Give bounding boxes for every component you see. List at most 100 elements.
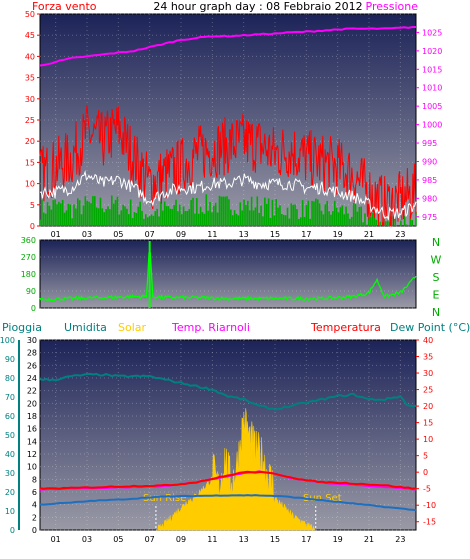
left-tick-label: 0 (30, 222, 35, 231)
x-tick-label: 21 (364, 535, 374, 544)
rain-tick-label: 30 (5, 469, 15, 478)
rain-tick-label: 70 (5, 393, 15, 402)
series-temperature (39, 470, 417, 490)
compass-label: E (433, 289, 440, 302)
x-tick-label: 23 (395, 230, 405, 239)
x-tick-label: 19 (333, 535, 343, 544)
dir-tick-label: 90 (26, 287, 36, 296)
rain-tick-label: 0 (10, 526, 15, 535)
panel-temperature (39, 339, 417, 531)
right-tick-label: 1010 (422, 84, 442, 93)
right-tick-label: 1005 (422, 102, 442, 111)
x-tick-label: 17 (301, 230, 311, 239)
label-temperature: Temperatura (310, 321, 381, 334)
temp-tick-label: 30 (423, 369, 433, 378)
humidity-tick-label: 24 (27, 374, 37, 383)
temp-tick-label: 35 (423, 353, 433, 362)
humidity-tick-label: 10 (27, 463, 37, 472)
dir-tick-label: 0 (31, 304, 36, 313)
annotation-sunset: Sun Set (303, 493, 342, 504)
series-dewpoint (39, 494, 417, 512)
x-tick-label: 01 (51, 230, 61, 239)
axes-layer: 0510152025303540455097598098599099510001… (0, 10, 442, 544)
left-tick-label: 10 (25, 180, 35, 189)
temp-tick-label: 40 (423, 336, 433, 345)
series-wind-direction (39, 252, 417, 303)
left-tick-label: 25 (25, 116, 35, 125)
left-tick-label: 30 (25, 95, 35, 104)
x-tick-label: 23 (395, 535, 405, 544)
temp-tick-label: 0 (423, 468, 428, 477)
left-tick-label: 35 (25, 74, 35, 83)
right-tick-label: 1000 (422, 121, 442, 130)
rain-tick-label: 80 (5, 374, 15, 383)
humidity-tick-label: 28 (27, 349, 37, 358)
x-tick-label: 17 (301, 535, 311, 544)
right-tick-label: 1025 (422, 28, 442, 37)
temp-tick-label: -15 (423, 518, 436, 527)
left-tick-label: 5 (30, 201, 35, 210)
x-tick-label: 19 (333, 230, 343, 239)
temp-tick-label: -10 (423, 501, 436, 510)
series-wind-gust (39, 105, 417, 227)
x-tick-label: 15 (270, 535, 280, 544)
temp-tick-label: 20 (423, 402, 433, 411)
x-tick-label: 21 (364, 230, 374, 239)
panel-wind (39, 13, 417, 227)
label-rain: Pioggia (2, 321, 42, 334)
temp-tick-label: 15 (423, 419, 433, 428)
x-tick-label: 03 (82, 230, 92, 239)
rain-tick-label: 50 (5, 431, 15, 440)
x-tick-label: 05 (113, 230, 123, 239)
rain-tick-label: 100 (0, 336, 15, 345)
humidity-tick-label: 8 (32, 475, 37, 484)
humidity-tick-label: 6 (32, 488, 37, 497)
left-tick-label: 50 (25, 10, 35, 19)
x-tick-label: 13 (239, 535, 249, 544)
compass-label: N (432, 236, 440, 249)
right-tick-label: 1015 (422, 65, 442, 74)
compass-label: W (431, 254, 442, 267)
x-tick-label: 07 (145, 535, 155, 544)
left-tick-label: 45 (25, 31, 35, 40)
right-tick-label: 980 (422, 194, 437, 203)
left-tick-label: 15 (25, 158, 35, 167)
label-dewpoint: Dew Point (°C) (390, 321, 470, 334)
x-tick-label: 11 (207, 230, 217, 239)
x-tick-label: 09 (176, 535, 186, 544)
right-tick-label: 975 (422, 213, 437, 222)
x-tick-label: 03 (82, 535, 92, 544)
temp-tick-label: -5 (423, 485, 431, 494)
x-tick-label: 07 (145, 230, 155, 239)
humidity-tick-label: 0 (32, 526, 37, 535)
label-solar: Solar (118, 321, 147, 334)
header-left-label: Forza vento (32, 0, 97, 13)
dir-tick-label: 270 (21, 253, 36, 262)
series-wind-average (39, 170, 417, 221)
series-layer (39, 26, 417, 531)
x-tick-label: 15 (270, 230, 280, 239)
right-tick-label: 985 (422, 176, 437, 185)
series-solar (155, 408, 316, 531)
rain-tick-label: 20 (5, 488, 15, 497)
humidity-tick-label: 26 (27, 361, 37, 370)
label-humidity: Umidita (64, 321, 107, 334)
x-tick-label: 01 (51, 535, 61, 544)
rain-tick-label: 90 (5, 355, 15, 364)
temp-tick-label: 10 (423, 435, 433, 444)
dir-tick-label: 360 (21, 236, 36, 245)
right-tick-label: 1020 (422, 47, 442, 56)
rain-tick-label: 10 (5, 507, 15, 516)
rain-tick-label: 40 (5, 450, 15, 459)
humidity-tick-label: 16 (27, 425, 37, 434)
series-humidity (39, 372, 417, 411)
humidity-tick-label: 20 (27, 399, 37, 408)
x-tick-label: 13 (239, 230, 249, 239)
right-tick-label: 995 (422, 139, 437, 148)
temp-tick-label: 5 (423, 452, 428, 461)
x-tick-label: 05 (113, 535, 123, 544)
right-tick-label: 990 (422, 157, 437, 166)
dir-tick-label: 180 (21, 270, 36, 279)
compass-label: N (432, 306, 440, 319)
